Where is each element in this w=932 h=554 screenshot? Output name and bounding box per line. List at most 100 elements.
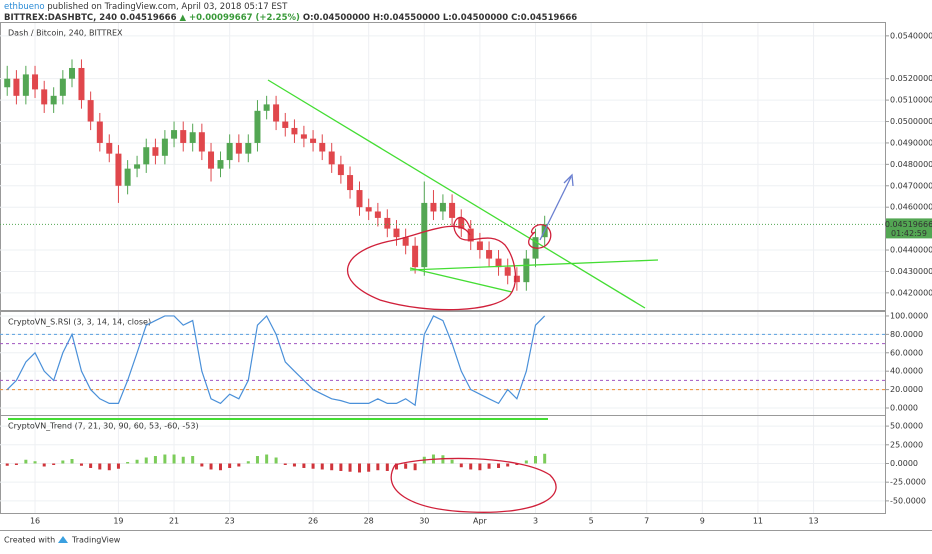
x-tick-label: 13	[808, 517, 818, 526]
trend-bar	[283, 463, 287, 465]
trend-bar	[14, 463, 18, 465]
trend-bar	[506, 463, 510, 467]
candle-body	[412, 245, 419, 268]
candle-body	[263, 104, 270, 111]
trend-bar	[163, 454, 167, 464]
candle-body	[87, 100, 94, 122]
candle-body	[523, 258, 530, 283]
countdown: 01:42:59	[891, 229, 927, 238]
trend-bar	[339, 463, 343, 471]
candle-body	[421, 202, 428, 268]
symbol: BITTREX:DASHBTC, 240	[4, 13, 117, 23]
symbol-line: BITTREX:DASHBTC, 240 0.04519666 ▲ +0.000…	[4, 13, 577, 23]
trend-bar	[116, 463, 120, 469]
candle-body	[319, 142, 326, 152]
trend-bar	[33, 461, 37, 464]
x-tick-label: 19	[113, 517, 123, 526]
author: ethbueno published on TradingView.com, A…	[4, 2, 288, 12]
trend-bar	[24, 459, 28, 464]
x-tick-label: 21	[169, 517, 179, 526]
y-tick-label: 0.0000	[890, 459, 918, 468]
y-tick-label: 60.0000	[890, 348, 923, 357]
trend-bar	[311, 463, 315, 469]
hand-drawn-circle	[347, 216, 517, 311]
candle-body	[245, 142, 252, 154]
trend-bar	[135, 459, 139, 464]
annotations	[8, 79, 659, 513]
trend-bar	[450, 459, 454, 464]
trend-bar	[274, 457, 278, 464]
trend-bar	[246, 461, 250, 464]
candle-body	[115, 153, 122, 186]
trend-bar	[200, 463, 204, 467]
candle-body	[291, 127, 298, 135]
trend-bar	[218, 463, 222, 471]
candle-body	[467, 228, 474, 242]
candle-body	[208, 151, 215, 169]
candle-body	[189, 132, 196, 143]
candle-body	[495, 258, 502, 268]
trendline	[267, 79, 646, 309]
y-tick-label: -25.0000	[890, 478, 926, 487]
trend-bar	[515, 463, 519, 465]
arrow	[539, 176, 572, 241]
candle-body	[449, 202, 456, 218]
candle-body	[458, 217, 465, 229]
candle-body	[78, 67, 85, 101]
candle-body	[374, 211, 381, 218]
trendline	[409, 267, 513, 293]
candle-body	[152, 147, 159, 156]
x-tick-label: 23	[225, 517, 235, 526]
panes	[0, 22, 932, 531]
trend-bar	[126, 461, 130, 464]
candle-body	[273, 104, 280, 122]
trend-bar	[237, 463, 241, 467]
trend-bar	[42, 463, 46, 467]
candle-body	[310, 138, 317, 143]
candle-body	[96, 121, 103, 143]
candle-body	[198, 132, 205, 152]
trend-bar	[61, 460, 65, 464]
author-name[interactable]: ethbueno	[4, 2, 45, 12]
trend-bar	[330, 463, 334, 471]
trend-bar	[209, 463, 213, 470]
candle-body	[69, 67, 76, 79]
trend-bar	[70, 459, 74, 464]
trend-bar	[89, 463, 93, 468]
candle-body	[41, 89, 48, 105]
candle-body	[356, 190, 363, 208]
candle-body	[328, 151, 335, 165]
trend-bar	[524, 460, 528, 464]
trend-bar	[5, 463, 9, 466]
candle-body	[254, 110, 261, 143]
candle-body	[513, 275, 520, 283]
trend-bar	[478, 463, 482, 471]
y-tick-label: 80.0000	[890, 330, 923, 339]
trend-bar	[348, 463, 352, 472]
footer-created: Created with	[4, 536, 55, 545]
trend-bar	[52, 463, 56, 465]
candle-body	[4, 78, 11, 88]
trend-bar	[394, 463, 398, 470]
candle-body	[282, 121, 289, 128]
candle-body	[486, 250, 493, 259]
candle-body	[300, 134, 307, 139]
price-tag-label: 0.04519666	[885, 220, 932, 229]
arrow-head	[563, 173, 574, 187]
trend-bar	[320, 463, 324, 470]
trend-bar	[534, 456, 538, 464]
candle-body	[32, 74, 39, 90]
x-tick-label: 28	[364, 517, 374, 526]
trendline	[409, 259, 659, 271]
candle-body	[337, 164, 344, 176]
footer-brand[interactable]: TradingView	[71, 536, 121, 545]
ohlc: O:0.04500000 H:0.04550000 L:0.04500000 C…	[303, 13, 577, 23]
trend-bar	[172, 454, 176, 464]
x-tick-label: 16	[30, 517, 40, 526]
